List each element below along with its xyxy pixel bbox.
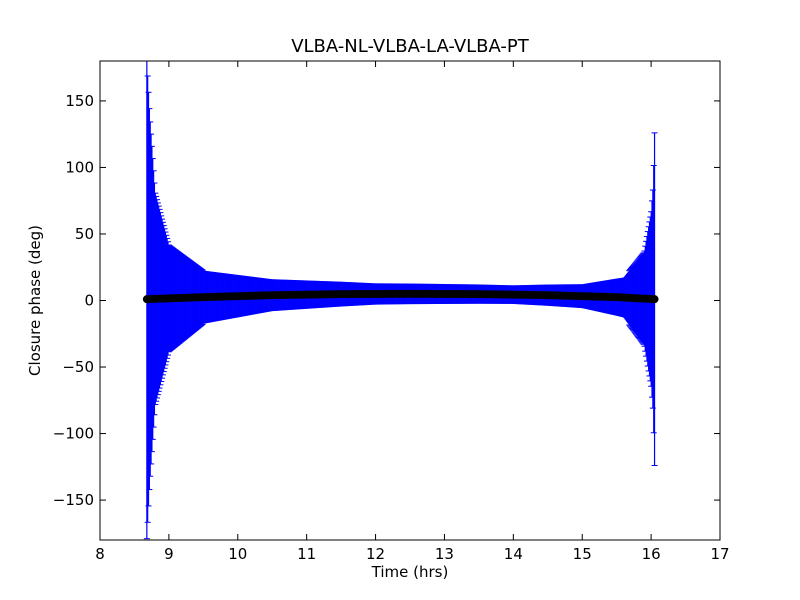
x-axis-label: Time (hrs) xyxy=(371,563,449,581)
y-tick-label: −150 xyxy=(53,491,94,509)
x-tick-label: 9 xyxy=(164,545,174,563)
x-tick-label: 14 xyxy=(504,545,523,563)
y-axis-label: Closure phase (deg) xyxy=(26,225,44,376)
x-tick-label: 12 xyxy=(366,545,385,563)
chart-title: VLBA-NL-VLBA-LA-VLBA-PT xyxy=(291,36,530,57)
x-tick-label: 16 xyxy=(642,545,661,563)
data-points xyxy=(142,289,659,304)
x-tick-label: 13 xyxy=(435,545,454,563)
x-tick-label: 8 xyxy=(95,545,105,563)
y-tick-label: 150 xyxy=(65,92,94,110)
y-tick-label: −50 xyxy=(62,358,94,376)
plot-frame xyxy=(99,60,721,541)
axis-ticks: 8 9 10 11 12 13 14 15 16 17 −150 −100 −50 0 50 100 150 xyxy=(53,61,730,563)
x-tick-label: 10 xyxy=(228,545,247,563)
y-tick-label: 0 xyxy=(84,292,94,310)
y-tick-label: 100 xyxy=(65,158,94,176)
x-tick-label: 15 xyxy=(573,545,592,563)
x-tick-label: 17 xyxy=(710,545,729,563)
y-tick-label: −100 xyxy=(53,425,94,443)
y-tick-label: 50 xyxy=(75,225,94,243)
x-tick-label: 11 xyxy=(297,545,316,563)
data-point xyxy=(650,295,659,304)
